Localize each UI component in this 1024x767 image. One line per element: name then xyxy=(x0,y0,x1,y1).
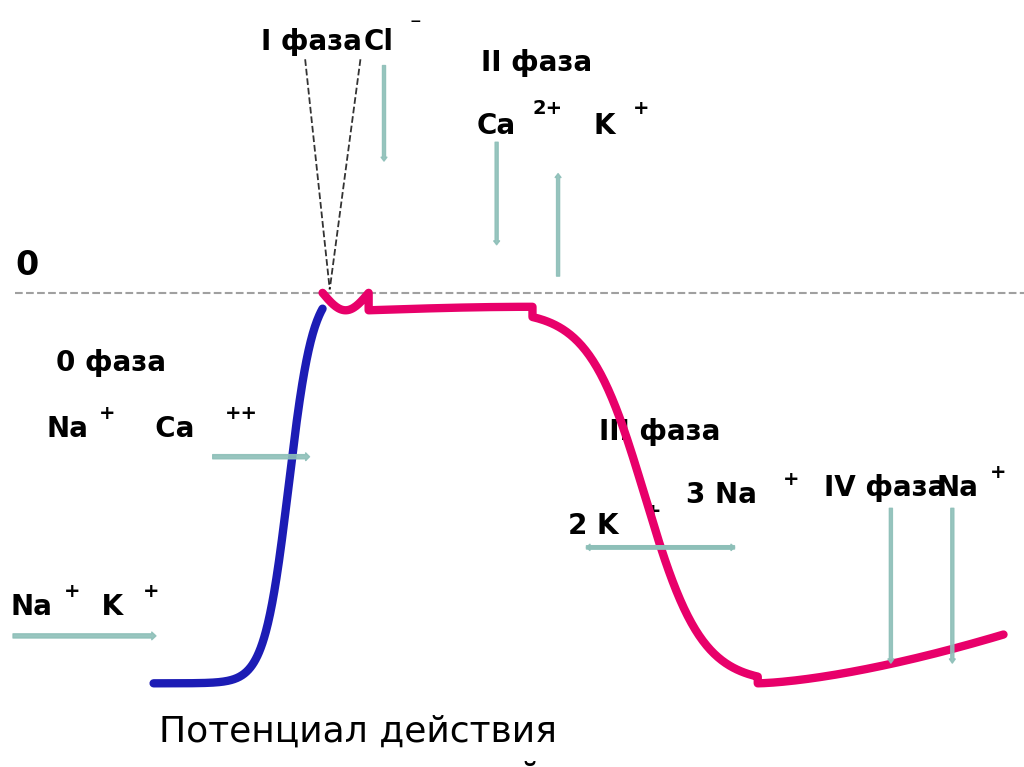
Text: +: + xyxy=(143,582,160,601)
Text: 0: 0 xyxy=(15,249,39,282)
Text: ⁻: ⁻ xyxy=(410,17,421,37)
Text: +: + xyxy=(63,582,80,601)
Text: Na: Na xyxy=(10,593,52,621)
Text: +: + xyxy=(645,502,662,521)
Text: Na: Na xyxy=(937,474,979,502)
Text: K: K xyxy=(594,111,615,140)
Text: 2+: 2+ xyxy=(532,99,562,117)
Text: 3 Na: 3 Na xyxy=(686,481,757,509)
Text: 0 фаза: 0 фаза xyxy=(56,348,166,377)
Text: ++: ++ xyxy=(225,404,258,423)
Text: +: + xyxy=(99,404,116,423)
Text: Ca: Ca xyxy=(136,415,195,443)
Text: II фаза: II фаза xyxy=(481,49,593,77)
Text: K: K xyxy=(1021,474,1024,502)
Text: +: + xyxy=(990,463,1007,482)
Text: +: + xyxy=(633,99,649,117)
Text: III фаза: III фаза xyxy=(599,418,721,446)
Text: Потенциал действия
клетки проводящей
системы сердца: Потенциал действия клетки проводящей сис… xyxy=(159,715,557,767)
Text: IV фаза: IV фаза xyxy=(824,474,947,502)
Text: Na: Na xyxy=(46,415,88,443)
Text: 2 K: 2 K xyxy=(568,512,618,541)
Text: K: K xyxy=(92,593,123,621)
Text: I фаза: I фаза xyxy=(261,28,362,56)
Text: Ca: Ca xyxy=(476,111,515,140)
Text: Cl: Cl xyxy=(364,28,393,56)
Text: +: + xyxy=(783,470,800,489)
